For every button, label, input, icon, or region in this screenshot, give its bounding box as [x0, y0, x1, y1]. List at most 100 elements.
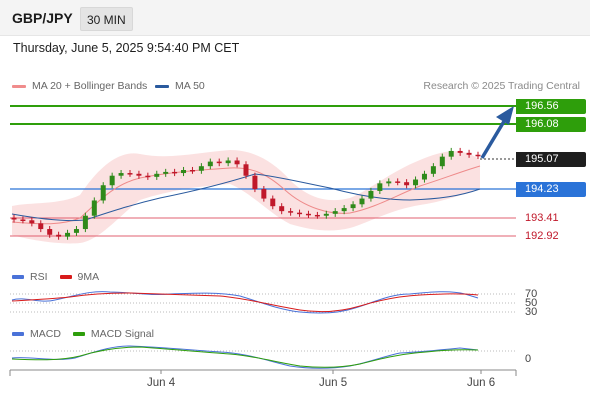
target-2-tag: 196.56: [516, 99, 586, 114]
candle-body: [56, 234, 62, 237]
candle-body: [261, 189, 267, 199]
candle-body: [154, 173, 160, 177]
pivot-tag: 194.23: [516, 182, 586, 197]
candle-body: [172, 171, 178, 174]
rsi-legend-item: RSI: [12, 271, 48, 283]
candle-body: [288, 211, 294, 213]
rsi-9ma-legend-item: 9MA: [59, 271, 100, 283]
rsi-axis-70: 70: [525, 288, 538, 300]
candle-body: [20, 219, 26, 222]
candle-body: [332, 211, 338, 214]
candle-body: [314, 214, 320, 217]
macd-axis-zero: 0: [525, 353, 532, 365]
candle-body: [225, 160, 231, 164]
datetime-label: Thursday, June 5, 2025 9:54:40 PM CET: [13, 41, 240, 55]
candle-body: [368, 190, 374, 199]
candle-body: [234, 160, 240, 165]
candle-body: [448, 150, 454, 157]
timeframe-button[interactable]: 30 MIN: [80, 7, 133, 31]
rsi-legend-label: RSI: [30, 271, 48, 283]
candle-body: [127, 173, 133, 175]
macd-legend-item: MACD: [12, 328, 61, 340]
ma20-legend-label: MA 20 + Bollinger Bands: [32, 80, 148, 92]
candle-body: [118, 173, 124, 176]
ma20-line: [11, 165, 481, 225]
candle-body: [243, 164, 249, 176]
legend-ma20: MA 20 + Bollinger Bands: [12, 80, 147, 92]
ma50-legend-label: MA 50: [175, 80, 205, 92]
candle-body: [65, 232, 71, 237]
candle-body: [145, 175, 151, 178]
candle-body: [100, 185, 106, 201]
ma20-swatch: [12, 84, 26, 88]
rsi-swatch: [12, 275, 24, 279]
candle-body: [297, 212, 303, 215]
candle-body: [377, 183, 383, 191]
candle-body: [136, 173, 142, 176]
rsi-axis-50: 50: [525, 297, 538, 309]
macd-swatch: [12, 332, 24, 336]
projection-arrow: [480, 117, 508, 159]
candle-body: [11, 217, 17, 220]
candle-body: [252, 175, 258, 190]
macd-signal-line: [11, 346, 479, 368]
candle-body: [305, 213, 311, 216]
support-1-label: 193.41: [525, 212, 559, 224]
macd-line: [11, 345, 479, 369]
symbol-label: GBP/JPY: [12, 10, 73, 26]
rsi-line: [11, 291, 479, 314]
candle-body: [395, 181, 401, 183]
x-label-jun5: Jun 5: [319, 377, 348, 389]
candle-body: [439, 156, 445, 167]
ma50-swatch: [155, 84, 169, 88]
candle-body: [91, 200, 97, 216]
candle-body: [163, 171, 169, 174]
macd-legend: MACD MACD Signal: [12, 328, 166, 340]
rsi-9ma-line: [11, 292, 479, 313]
macd-signal-legend-label: MACD Signal: [90, 328, 154, 340]
candle-body: [359, 198, 365, 205]
macd-signal-swatch: [72, 332, 85, 336]
candle-body: [386, 181, 392, 184]
candle-body: [457, 150, 463, 153]
target-1-tag: 196.08: [516, 117, 586, 132]
macd-legend-label: MACD: [30, 328, 61, 340]
candle-body: [38, 223, 44, 230]
chart-header: GBP/JPY 30 MIN: [0, 0, 590, 36]
x-label-jun4: Jun 4: [147, 377, 176, 389]
candle-body: [47, 229, 53, 235]
candle-body: [341, 208, 347, 212]
rsi-9ma-legend-label: 9MA: [77, 271, 100, 283]
candle-body: [323, 213, 329, 216]
rsi-legend: RSI 9MA: [12, 271, 111, 283]
candle-body: [350, 204, 356, 209]
candle-body: [404, 182, 410, 186]
candle-body: [430, 166, 436, 174]
candle-body: [413, 179, 419, 186]
x-label-jun6: Jun 6: [467, 377, 496, 389]
candle-body: [82, 215, 88, 230]
last-price-tag: 195.07: [516, 152, 586, 167]
legend-ma50: MA 50: [155, 80, 205, 92]
projection-arrowhead: [496, 106, 514, 125]
candle-body: [29, 220, 35, 224]
macd-signal-legend-item: MACD Signal: [72, 328, 154, 340]
candle-body: [270, 198, 276, 207]
candle-body: [198, 166, 204, 171]
candle-body: [73, 229, 79, 233]
candle-body: [466, 152, 472, 155]
candlestick-series: [11, 147, 481, 240]
candle-body: [189, 170, 195, 172]
support-2-label: 192.92: [525, 230, 559, 242]
candle-body: [279, 206, 285, 212]
candle-body: [109, 175, 115, 186]
rsi-9ma-swatch: [59, 275, 72, 279]
candle-body: [181, 170, 187, 174]
candle-body: [421, 173, 427, 180]
candle-body: [207, 161, 213, 167]
copyright-label: Research © 2025 Trading Central: [423, 80, 580, 92]
rsi-axis-30: 30: [525, 306, 538, 318]
candle-body: [216, 161, 222, 164]
candle-body: [475, 154, 481, 157]
